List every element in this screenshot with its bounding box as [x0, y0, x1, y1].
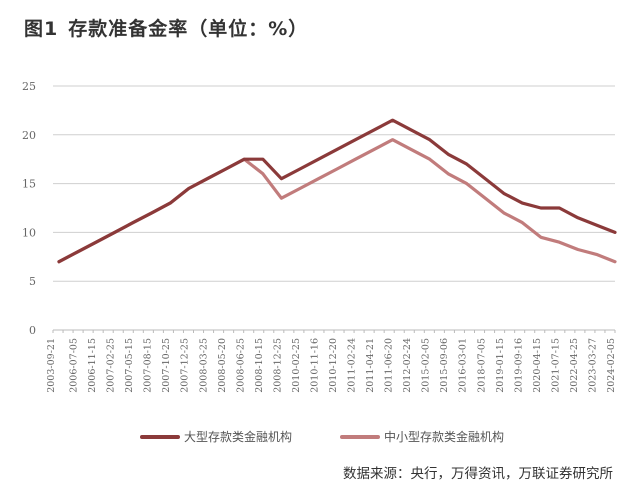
legend-swatch-large	[140, 434, 180, 439]
gridlines	[53, 85, 615, 282]
x-tick-label: 2008-12-25	[272, 338, 283, 393]
y-tick-label: 15	[22, 178, 36, 191]
x-tick-label: 2015-02-05	[421, 338, 432, 393]
x-tick-label: 2007-08-15	[143, 338, 154, 393]
y-tick-label: 5	[29, 275, 36, 288]
series-lines	[57, 118, 617, 264]
x-tick-label: 2011-02-24	[347, 338, 358, 393]
x-tick-label: 2003-09-21	[46, 338, 57, 393]
x-tick-label: 2006-07-05	[69, 338, 80, 393]
x-tick-label: 2012-02-24	[402, 338, 413, 393]
x-tick-label: 2007-02-25	[106, 338, 117, 393]
figure-label: 图1	[24, 18, 59, 40]
x-axis: 2003-09-21 2006-07-05 2006-11-15 2007-02-25…	[46, 329, 617, 393]
x-tick-label: 2019-01-15	[495, 338, 506, 393]
x-tick-label: 2022-04-25	[569, 338, 580, 393]
legend-item-large: 大型存款类金融机构	[140, 428, 292, 445]
legend-swatch-small-medium	[340, 434, 381, 439]
y-tick-label: 25	[22, 80, 36, 93]
x-tick-label: 2024-02-05	[606, 338, 617, 393]
y-tick-label: 0	[29, 324, 36, 337]
x-tick-label: 2020-04-15	[532, 338, 543, 393]
x-tick-label: 2008-05-20	[217, 338, 228, 393]
title-text: 存款准备金率（单位：%）	[68, 18, 309, 40]
x-tick-label: 2018-07-05	[476, 338, 487, 393]
legend-label-small-medium: 中小型存款类金融机构	[384, 430, 505, 444]
y-axis: 0 5 10 15 20 25	[22, 80, 36, 337]
x-tick-label: 2010-11-16	[309, 338, 320, 393]
x-tick-label: 2016-03-01	[458, 338, 469, 393]
x-tick-label: 2008-10-15	[254, 338, 265, 393]
x-tick-label: 2015-09-06	[439, 338, 450, 393]
legend: 大型存款类金融机构 中小型存款类金融机构	[140, 428, 504, 445]
x-tick-label: 2006-11-15	[87, 338, 98, 393]
x-tick-label: 2021-07-15	[550, 338, 561, 393]
x-tick-label: 2007-12-25	[180, 338, 191, 393]
x-tick-label: 2007-05-15	[124, 338, 135, 393]
x-tick-label: 2007-10-25	[161, 338, 172, 393]
x-tick-label: 2011-04-21	[365, 338, 376, 393]
y-tick-label: 10	[22, 226, 36, 239]
x-tick-label: 2019-09-16	[513, 338, 524, 393]
x-tick-label: 2023-03-27	[587, 338, 598, 393]
series-line-small-medium	[57, 138, 617, 264]
x-tick-label: 2011-06-20	[384, 338, 395, 393]
y-tick-label: 20	[22, 129, 36, 142]
series-line-large	[57, 118, 617, 264]
legend-label-large: 大型存款类金融机构	[184, 430, 293, 444]
x-tick-label: 2010-02-25	[291, 338, 302, 393]
data-source: 数据来源：央行，万得资讯，万联证券研究所	[343, 466, 613, 482]
x-tick-label: 2008-03-25	[198, 338, 209, 393]
legend-item-small-medium: 中小型存款类金融机构	[340, 428, 504, 445]
x-tick-label: 2010-12-20	[328, 338, 339, 393]
x-tick-label: 2008-06-25	[235, 338, 246, 393]
chart-title: 图1 存款准备金率（单位：%）	[24, 14, 308, 41]
